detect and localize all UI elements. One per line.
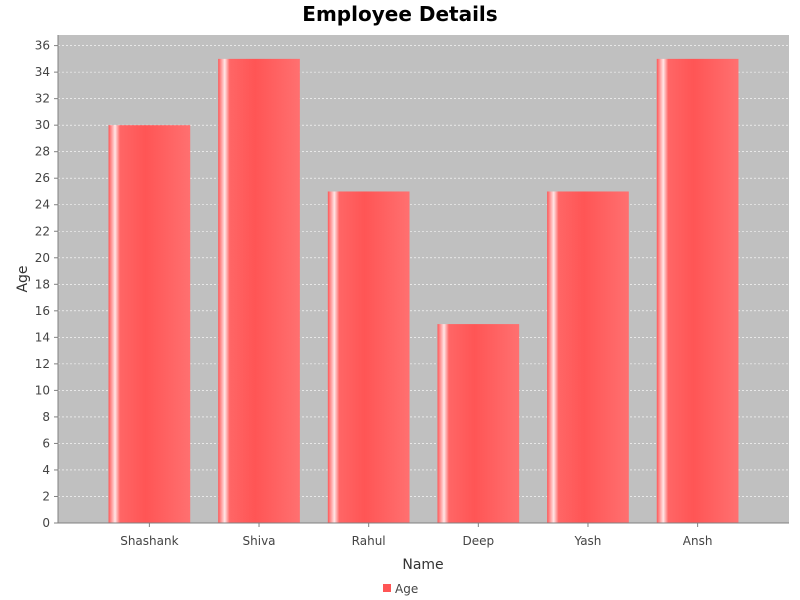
y-axis-label: Age <box>15 265 31 292</box>
y-tick-label: 14 <box>35 330 50 344</box>
chart-title: Employee Details <box>302 2 497 26</box>
bar <box>108 125 191 523</box>
y-tick-label: 34 <box>35 65 50 79</box>
bar <box>656 58 739 523</box>
x-tick-label: Yash <box>574 534 602 548</box>
y-tick-label: 28 <box>35 145 50 159</box>
y-tick-label: 30 <box>35 118 50 132</box>
y-tick-label: 22 <box>35 224 50 238</box>
x-axis: Shashank Shiva Rahul Deep Yash Ansh <box>58 522 789 548</box>
y-tick-label: 10 <box>35 383 50 397</box>
y-tick-label: 8 <box>42 410 50 424</box>
y-tick-label: 24 <box>35 198 50 212</box>
bar <box>327 191 410 523</box>
y-tick-label: 6 <box>42 436 50 450</box>
y-tick-label: 12 <box>35 357 50 371</box>
legend-label: Age <box>395 582 418 596</box>
x-tick-label: Deep <box>463 534 495 548</box>
y-tick-label: 18 <box>35 277 50 291</box>
y-tick-label: 36 <box>35 39 50 53</box>
y-tick-label: 4 <box>42 463 50 477</box>
bars <box>108 58 739 523</box>
y-tick-label: 32 <box>35 92 50 106</box>
y-tick-label: 26 <box>35 171 50 185</box>
y-tick-label: 16 <box>35 304 50 318</box>
x-axis-label: Name <box>402 557 443 573</box>
x-tick-label: Ansh <box>683 534 713 548</box>
legend-swatch <box>383 584 391 592</box>
y-tick-label: 20 <box>35 251 50 265</box>
y-tick-label: 0 <box>42 516 50 530</box>
bar <box>437 324 520 523</box>
x-tick-label: Shashank <box>120 534 178 548</box>
legend: Age <box>383 582 418 596</box>
bar <box>547 191 629 523</box>
y-tick-label: 2 <box>42 489 50 503</box>
x-tick-label: Shiva <box>243 534 276 548</box>
bar <box>218 58 300 523</box>
x-tick-label: Rahul <box>352 534 386 548</box>
